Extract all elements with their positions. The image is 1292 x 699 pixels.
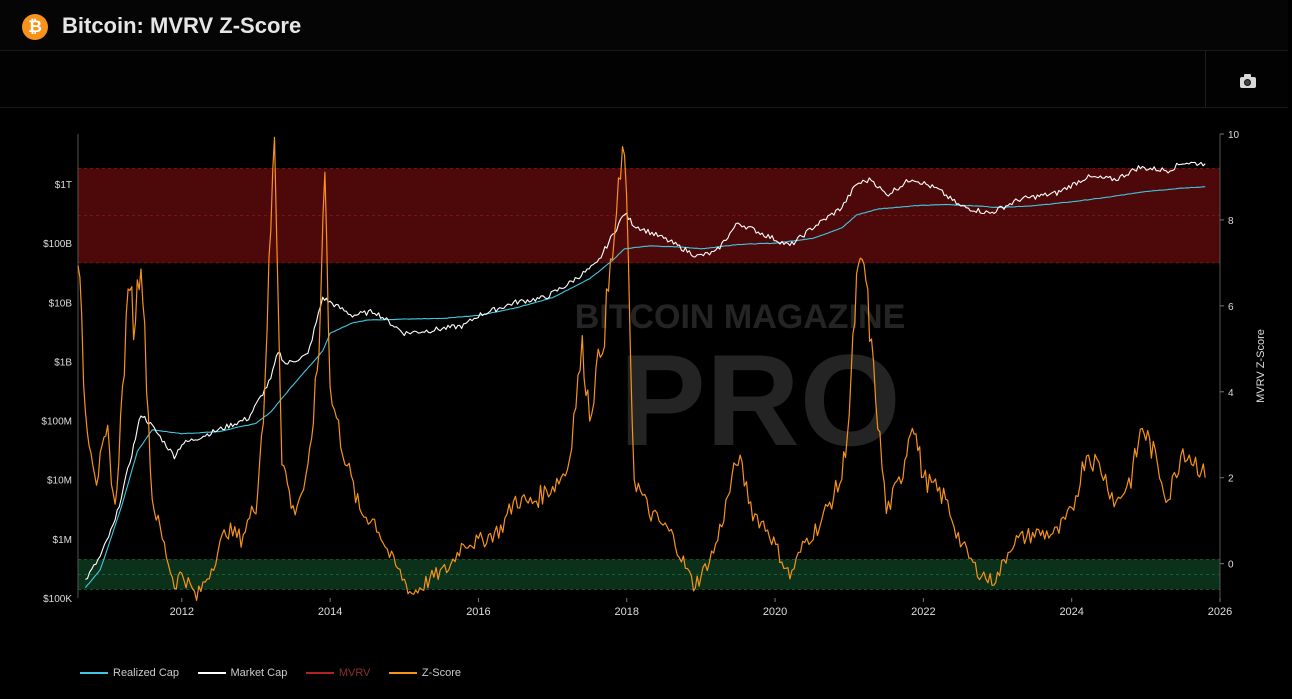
legend: Realized Cap Market Cap MVRV Z-Score [80,664,475,680]
legend-item-realized-cap[interactable]: Realized Cap [80,667,179,679]
y-right-tick-label: 10 [1228,130,1240,141]
y-right-axis-title: MVRV Z-Score [1255,329,1267,403]
x-tick-label: 2012 [170,606,194,618]
watermark: BITCOIN MAGAZINE PRO [575,298,906,473]
chart-axes: $100K $1M $10M $100M $1B $10B $100B $1T 0 2 4 6 8 10 M… [41,130,1267,618]
y-right-tick-label: 8 [1228,216,1234,227]
legend-swatch [197,671,226,674]
watermark-line2: PRO [619,327,901,473]
y-right-tick-label: 0 [1228,560,1234,571]
x-tick-label: 2024 [1059,606,1083,618]
y-right-tick-label: 2 [1228,474,1234,485]
series-realized-cap [84,186,1206,588]
chart-bands [78,168,1220,590]
x-tick-label: 2020 [763,606,787,618]
legend-item-mvrv[interactable]: MVRV [305,667,370,679]
x-tick-label: 2014 [318,606,342,618]
y-left-tick-label: $1M [53,535,72,546]
legend-item-z-score[interactable]: Z-Score [388,667,461,679]
page-title: Bitcoin: MVRV Z-Score [62,13,302,38]
legend-swatch [80,671,108,674]
toolbar-cell [1205,51,1288,107]
chart-series [77,136,1206,601]
y-left-tick-label: $100K [43,594,72,605]
y-left-tick-label: $1B [54,357,72,368]
legend-swatch [388,671,417,674]
mvrv-chart[interactable]: BITCOIN MAGAZINE PRO $100K$1M$10M$100M$1… [0,110,1292,655]
y-left-tick-label: $1T [55,180,72,191]
x-tick-label: 2018 [615,606,639,618]
x-tick-label: 2022 [911,606,935,618]
camera-icon[interactable] [1240,74,1256,88]
y-left-tick-label: $100M [41,417,72,428]
x-tick-label: 2016 [466,606,490,618]
y-right-tick-label: 4 [1228,388,1234,399]
series-market-cap [85,161,1206,580]
x-tick-label: 2026 [1208,606,1232,618]
y-right-tick-label: 6 [1228,302,1234,313]
y-left-tick-label: $10M [47,476,72,487]
series-z-score [77,136,1206,601]
chart-header: ₿ Bitcoin: MVRV Z-Score [0,0,1288,50]
y-left-tick-label: $100B [43,239,72,250]
legend-item-market-cap[interactable]: Market Cap [197,667,287,679]
chart-toolbar [0,50,1288,108]
bitcoin-logo-icon: ₿ [22,14,48,40]
legend-swatch [305,671,334,674]
y-left-tick-label: $10B [49,298,73,309]
